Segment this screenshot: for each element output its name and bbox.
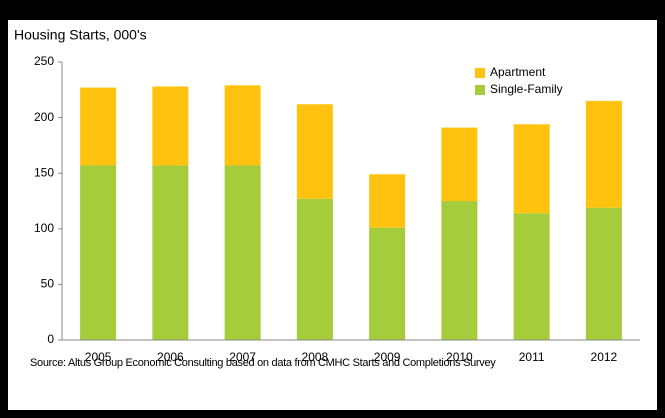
x-tick-label: 2009 bbox=[374, 350, 401, 364]
source-note: Source: Altus Group Economic Consulting … bbox=[30, 357, 496, 369]
y-tick-label: 50 bbox=[41, 277, 55, 291]
y-tick-label: 200 bbox=[34, 110, 54, 124]
bar-segment bbox=[80, 87, 117, 166]
x-tick-label: 2010 bbox=[446, 350, 473, 364]
bar-segment bbox=[224, 165, 261, 340]
bar-segment bbox=[296, 104, 333, 199]
legend-swatch bbox=[475, 68, 485, 78]
bar-segment bbox=[152, 86, 189, 166]
bar-segment bbox=[585, 207, 622, 340]
bar-segment bbox=[224, 85, 261, 166]
y-tick-label: 100 bbox=[34, 221, 54, 235]
y-tick-label: 0 bbox=[47, 332, 54, 346]
x-tick-label: 2005 bbox=[85, 350, 112, 364]
x-tick-label: 2008 bbox=[302, 350, 329, 364]
x-tick-label: 2011 bbox=[519, 350, 545, 364]
bar-segment bbox=[513, 213, 550, 340]
x-tick-label: 2007 bbox=[229, 350, 256, 364]
legend-label: Single-Family bbox=[490, 82, 563, 96]
bar-segment bbox=[369, 227, 406, 340]
chart-title: Housing Starts, 000's bbox=[14, 27, 147, 43]
bar-segment bbox=[441, 127, 478, 201]
bar-segment bbox=[296, 198, 333, 340]
y-tick-label: 250 bbox=[34, 54, 54, 68]
legend-swatch bbox=[475, 85, 485, 95]
bar-segment bbox=[513, 124, 550, 214]
legend-label: Apartment bbox=[490, 65, 546, 79]
bar-segment bbox=[80, 165, 117, 340]
bar-segment bbox=[152, 165, 189, 340]
bar-segment bbox=[369, 174, 406, 228]
x-tick-label: 2012 bbox=[591, 350, 618, 364]
y-tick-label: 150 bbox=[34, 165, 54, 179]
bar-segment bbox=[585, 100, 622, 208]
bar-segment bbox=[441, 201, 478, 340]
x-tick-label: 2006 bbox=[157, 350, 184, 364]
